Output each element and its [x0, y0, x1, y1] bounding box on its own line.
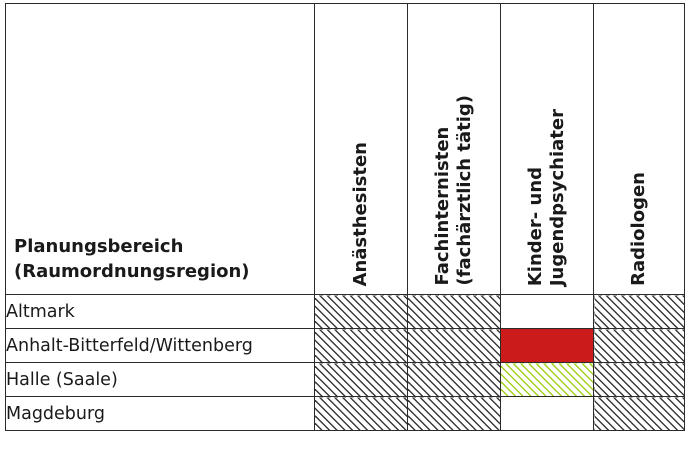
- status-cell: [314, 362, 408, 397]
- status-cell: [593, 396, 685, 431]
- region-column-header: Planungsbereich (Raumordnungsregion): [5, 3, 315, 295]
- status-cell: [500, 396, 594, 431]
- status-cell: [593, 294, 685, 329]
- planning-area-table: Planungsbereich (Raumordnungsregion) Anä…: [5, 3, 685, 431]
- specialty-header-label: Kinder- und: [525, 166, 546, 286]
- specialty-header-label: Fachinternisten: [432, 127, 453, 286]
- region-header-line-1: Planungsbereich: [14, 236, 184, 257]
- region-name: Anhalt-Bitterfeld/Wittenberg: [5, 328, 315, 363]
- region-name: Halle (Saale): [5, 362, 315, 397]
- status-cell: [500, 328, 594, 363]
- status-cell: [314, 328, 408, 363]
- specialty-header-child-psychiatrists: Kinder- und Jugendpsychiater: [500, 3, 594, 295]
- specialty-header-label: (fachärztlich tätig): [454, 95, 475, 286]
- region-header-line-2: (Raumordnungsregion): [14, 261, 250, 282]
- region-name: Altmark: [5, 294, 315, 329]
- status-cell: [500, 294, 594, 329]
- status-cell: [314, 396, 408, 431]
- region-name: Magdeburg: [5, 396, 315, 431]
- table-row: Magdeburg: [5, 396, 685, 431]
- status-cell: [407, 294, 501, 329]
- specialty-header-radiologists: Radiologen: [593, 3, 685, 295]
- status-cell: [593, 362, 685, 397]
- status-cell: [407, 362, 501, 397]
- table-row: Anhalt-Bitterfeld/Wittenberg: [5, 328, 685, 363]
- specialty-header-label: Anästhesisten: [350, 141, 371, 286]
- status-cell: [407, 328, 501, 363]
- specialty-header-anaesthesists: Anästhesisten: [314, 3, 408, 295]
- specialty-header-internists: Fachinternisten (fachärztlich tätig): [407, 3, 501, 295]
- status-cell: [593, 328, 685, 363]
- table-row: Altmark: [5, 294, 685, 329]
- status-cell: [407, 396, 501, 431]
- table-row: Halle (Saale): [5, 362, 685, 397]
- specialty-header-label: Jugendpsychiater: [547, 108, 568, 286]
- status-cell: [314, 294, 408, 329]
- specialty-header-label: Radiologen: [628, 172, 649, 286]
- header-row: Planungsbereich (Raumordnungsregion) Anä…: [5, 3, 685, 295]
- status-cell: [500, 362, 594, 397]
